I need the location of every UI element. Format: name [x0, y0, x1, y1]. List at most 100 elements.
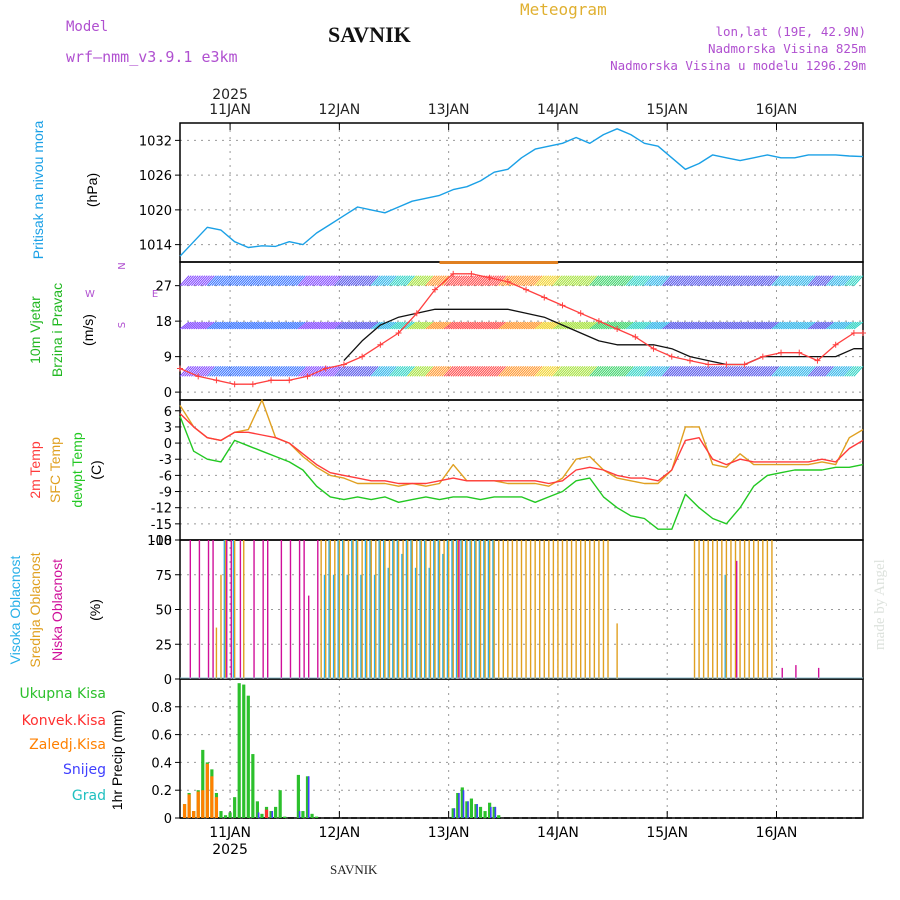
- wind-barb: [418, 366, 429, 377]
- wind-barb: [384, 275, 395, 286]
- lonlat-label: lon,lat (19E, 42.9N): [715, 24, 866, 39]
- wind-barb: [193, 275, 204, 286]
- precip-bar: [219, 811, 223, 818]
- wind-barb: [286, 275, 297, 286]
- pressure-label: Pritisak na nivou mora: [30, 121, 46, 260]
- wind-barb: [789, 275, 800, 286]
- wind-barb: [512, 321, 522, 330]
- wind-barb: [345, 366, 356, 377]
- wind-barb: [357, 366, 367, 377]
- wind-barb: [247, 366, 258, 377]
- wind-speed-marker: [796, 349, 803, 356]
- wind-barb: [336, 275, 347, 286]
- wind-barb: [213, 275, 224, 286]
- pressure-unit: (hPa): [84, 173, 100, 207]
- wind-barb: [710, 366, 720, 377]
- wind-barb: [537, 275, 547, 286]
- wind-barb: [184, 366, 194, 377]
- y-tick-label: 0: [164, 386, 172, 401]
- wind-barb: [270, 321, 281, 330]
- wind-barb: [817, 321, 827, 330]
- wind-barb: [835, 321, 845, 330]
- wind-barb: [760, 275, 770, 286]
- wind-barb: [395, 275, 406, 286]
- wind-barb: [794, 366, 805, 377]
- wind-speed-marker: [431, 286, 438, 293]
- year-label-top: 2025: [212, 87, 248, 103]
- wind-barb: [293, 321, 304, 330]
- wind-speed-marker: [231, 381, 238, 388]
- wind-barb: [851, 275, 861, 286]
- wind-barb: [200, 275, 210, 286]
- wind-barb: [405, 366, 415, 377]
- wind-barb: [514, 366, 525, 377]
- wind-barb: [284, 366, 295, 377]
- wind-barb: [630, 275, 641, 286]
- wind-barb: [188, 321, 199, 330]
- wind-barb: [546, 366, 556, 377]
- wind-barb: [259, 275, 270, 286]
- station-title: SAVNIK: [328, 22, 411, 47]
- wind-barb: [632, 366, 643, 377]
- wind-barb: [689, 275, 700, 286]
- wind-barb: [209, 366, 219, 377]
- wind-barb: [716, 275, 727, 286]
- panel-frame: [179, 678, 864, 819]
- precip-bar: [255, 801, 260, 818]
- wind-barb: [682, 275, 693, 286]
- wind-barb: [653, 366, 663, 377]
- date-label-bottom: 12JAN: [318, 825, 360, 841]
- wind-barb: [673, 275, 684, 286]
- dewpt-label: dewpt Temp: [69, 432, 85, 507]
- wind-barb: [314, 321, 324, 330]
- wind-barb: [493, 321, 504, 330]
- wind-barb: [646, 275, 657, 286]
- precip-bar: [467, 801, 469, 818]
- wind-barb: [298, 275, 308, 286]
- wind-barb: [343, 275, 354, 286]
- wind-barb: [698, 366, 709, 377]
- wind-barb: [295, 366, 306, 377]
- wind-barb: [812, 366, 823, 377]
- wind-barb: [664, 366, 675, 377]
- wind-barb: [833, 366, 843, 377]
- wind-barb: [484, 366, 495, 377]
- wind-barb: [350, 321, 361, 330]
- wind-barb: [687, 321, 698, 330]
- wind-speed-marker: [541, 294, 548, 301]
- wind-barb: [716, 321, 727, 330]
- wind-barb: [375, 366, 386, 377]
- wind-barb: [630, 321, 641, 330]
- wind-barb: [757, 321, 768, 330]
- wind-barb: [830, 275, 841, 286]
- wind-barb: [541, 275, 552, 286]
- wind-barb: [662, 366, 673, 377]
- y-tick-label: 1026: [139, 169, 172, 184]
- wind-barb: [448, 321, 458, 330]
- wind-barb: [798, 321, 809, 330]
- wind-barb: [277, 275, 288, 286]
- wind-barb: [361, 321, 372, 330]
- wind-barb: [343, 321, 354, 330]
- wind-barb: [275, 321, 285, 330]
- wind-barb: [710, 321, 720, 330]
- precip-bar: [462, 790, 465, 818]
- precip-bar: [260, 813, 264, 818]
- wind-barb: [398, 275, 408, 286]
- wind-barb: [543, 275, 554, 286]
- wind-barb: [728, 321, 738, 330]
- wind-barb: [751, 275, 761, 286]
- wind-barb: [243, 366, 254, 377]
- wind-barb: [525, 366, 536, 377]
- wind-barb: [325, 275, 336, 286]
- wind-barb: [225, 321, 235, 330]
- wind-barb: [443, 366, 454, 377]
- wind-barb: [821, 366, 832, 377]
- wind-barb: [673, 366, 684, 377]
- wind-barb: [475, 321, 486, 330]
- wind-barb: [477, 321, 488, 330]
- wind-barb: [769, 321, 779, 330]
- wind-barb: [254, 275, 265, 286]
- wind-barb: [268, 275, 279, 286]
- wind-barb: [443, 275, 454, 286]
